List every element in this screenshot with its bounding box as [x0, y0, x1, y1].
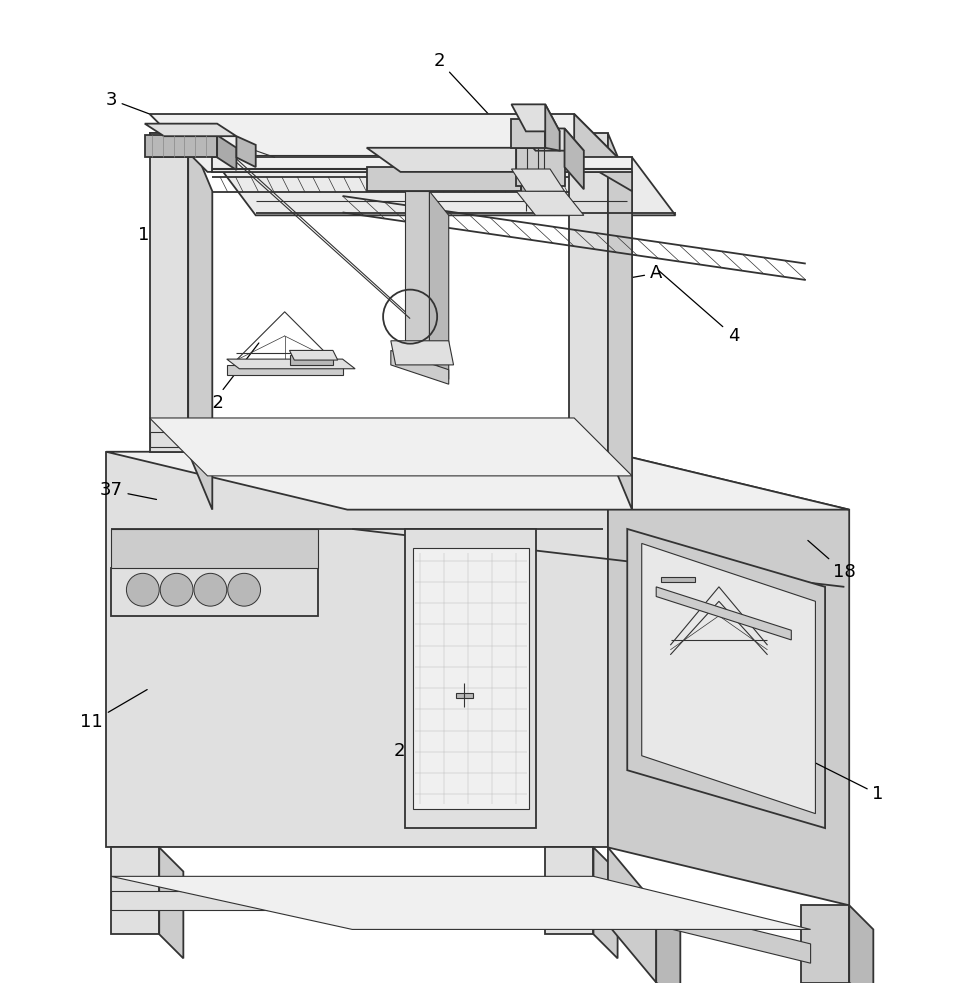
Polygon shape — [516, 148, 565, 186]
Polygon shape — [111, 876, 811, 929]
Text: 12: 12 — [201, 343, 259, 412]
Polygon shape — [511, 169, 565, 191]
Polygon shape — [642, 543, 815, 814]
Polygon shape — [569, 133, 608, 452]
Polygon shape — [429, 191, 449, 379]
Polygon shape — [391, 341, 454, 365]
Polygon shape — [593, 891, 811, 963]
Polygon shape — [150, 418, 632, 476]
Text: 18: 18 — [808, 540, 856, 581]
Polygon shape — [545, 104, 560, 151]
Polygon shape — [656, 587, 791, 640]
Polygon shape — [565, 128, 584, 189]
Polygon shape — [150, 114, 632, 172]
Polygon shape — [150, 133, 188, 452]
Text: 11: 11 — [80, 690, 148, 731]
Text: 2: 2 — [433, 52, 500, 126]
Circle shape — [160, 573, 193, 606]
Polygon shape — [367, 167, 521, 191]
Text: 5: 5 — [577, 212, 628, 244]
Text: 27: 27 — [394, 657, 443, 760]
Circle shape — [126, 573, 159, 606]
Polygon shape — [405, 529, 536, 828]
Text: A: A — [577, 264, 662, 287]
Polygon shape — [608, 452, 849, 905]
Circle shape — [228, 573, 261, 606]
Polygon shape — [367, 148, 555, 172]
Polygon shape — [516, 128, 584, 151]
Polygon shape — [111, 847, 159, 934]
Polygon shape — [574, 114, 632, 191]
Polygon shape — [145, 135, 217, 157]
Polygon shape — [217, 135, 236, 170]
Polygon shape — [656, 905, 680, 1000]
Text: 4: 4 — [658, 270, 739, 345]
Polygon shape — [405, 191, 429, 355]
Polygon shape — [106, 452, 608, 847]
Polygon shape — [849, 905, 873, 1000]
Polygon shape — [608, 847, 656, 982]
Polygon shape — [111, 529, 318, 568]
Polygon shape — [593, 847, 618, 958]
Polygon shape — [236, 136, 256, 167]
Polygon shape — [150, 133, 574, 157]
Polygon shape — [391, 350, 449, 384]
Text: 37: 37 — [99, 481, 156, 499]
Text: 3: 3 — [105, 91, 185, 127]
Polygon shape — [212, 157, 632, 172]
Polygon shape — [511, 104, 560, 131]
Circle shape — [194, 573, 227, 606]
Polygon shape — [188, 133, 212, 510]
Polygon shape — [106, 452, 849, 510]
Polygon shape — [456, 693, 473, 698]
Polygon shape — [290, 355, 333, 365]
Polygon shape — [608, 133, 632, 510]
Polygon shape — [111, 568, 318, 616]
Polygon shape — [521, 167, 555, 215]
Polygon shape — [511, 119, 545, 148]
Polygon shape — [159, 847, 183, 958]
Text: 17: 17 — [138, 204, 209, 244]
Polygon shape — [627, 529, 825, 828]
Polygon shape — [661, 577, 695, 582]
Polygon shape — [801, 905, 849, 982]
Polygon shape — [227, 365, 343, 375]
Text: 1: 1 — [813, 762, 884, 803]
Polygon shape — [150, 432, 574, 447]
Polygon shape — [545, 847, 593, 934]
Polygon shape — [212, 157, 676, 215]
Polygon shape — [227, 359, 355, 369]
Polygon shape — [290, 350, 338, 360]
Polygon shape — [145, 124, 236, 136]
Polygon shape — [111, 891, 593, 910]
Polygon shape — [516, 191, 584, 215]
Text: 6: 6 — [537, 138, 551, 176]
Polygon shape — [413, 548, 529, 809]
